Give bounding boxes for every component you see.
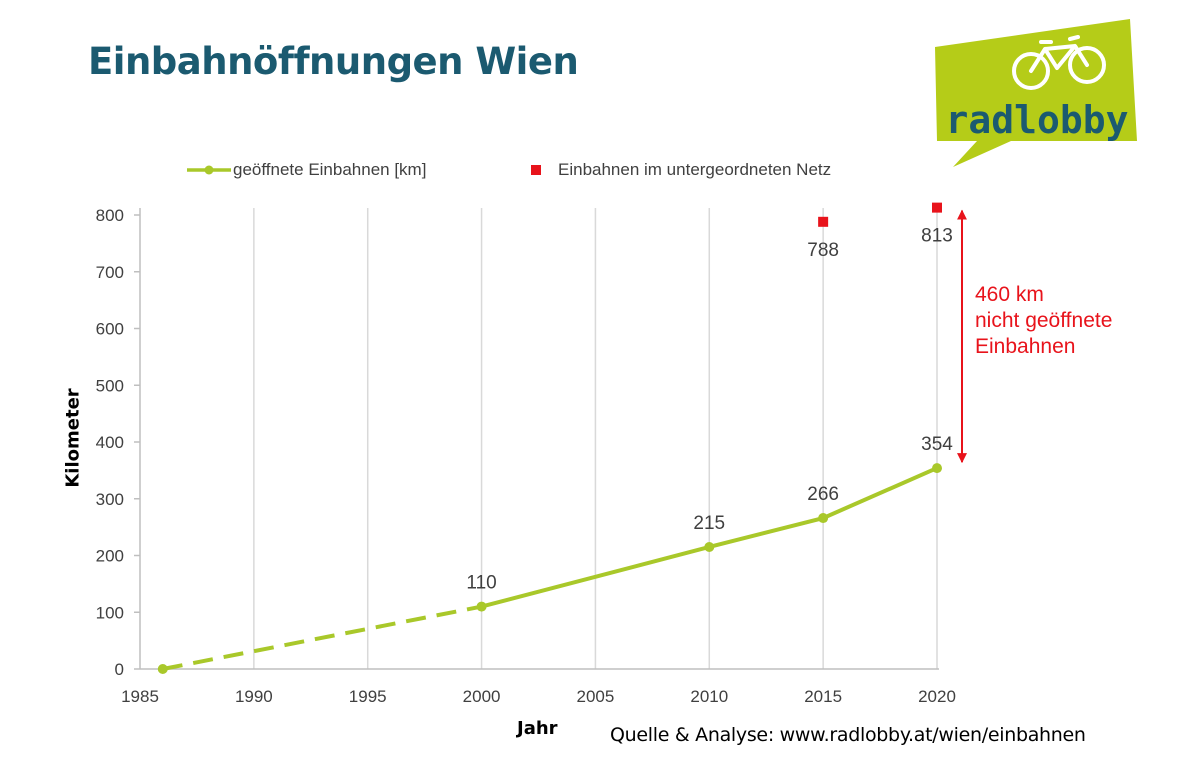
data-label: 110 [466,573,496,594]
gap-annotation-line: 460 km [975,283,1044,306]
axes [134,208,939,670]
x-tick-label: 1985 [121,687,159,706]
data-series [157,202,942,674]
legend-line-swatch [187,165,231,175]
x-tick-label: 2015 [804,687,842,706]
series-line-opened [481,466,938,609]
x-tick-label: 1990 [235,687,273,706]
legend-label-subnet: Einbahnen im untergeordneten Netz [558,160,832,179]
y-tick-label: 400 [96,433,124,452]
data-label: 266 [807,484,839,505]
y-tick-label: 100 [96,603,124,622]
x-tick-label: 2005 [577,687,615,706]
y-tick-label: 300 [96,490,124,509]
logo-text: radlobby [945,98,1128,142]
data-point [932,463,942,474]
grid-lines [253,208,938,669]
data-point [818,513,829,524]
logo-speech-bubble [935,19,1137,167]
x-tick-label: 2000 [463,687,501,706]
x-tick-label: 2010 [690,687,728,706]
y-tick-label: 700 [96,263,124,282]
y-tick-label: 600 [96,320,124,339]
data-point [476,601,487,612]
series-line-dashed [162,604,482,671]
x-tick-label: 2020 [918,687,956,706]
gap-annotation-line: Einbahnen [975,335,1076,358]
x-tick-label: 1995 [349,687,387,706]
marker-square [932,202,942,213]
data-label: 215 [693,513,725,534]
page-title: Einbahnöffnungen Wien [88,40,579,83]
data-point [704,541,715,552]
y-axis-title: Kilometer [62,388,84,488]
marker-label: 813 [921,226,953,247]
data-label: 354 [921,434,953,455]
marker-label: 788 [807,240,839,261]
legend-label-opened: geöffnete Einbahnen [km] [233,160,427,179]
legend-entry-opened: geöffnete Einbahnen [km] [185,160,426,180]
gap-annotation-line: nicht geöffnete [975,309,1113,332]
y-tick-label: 0 [115,660,124,679]
y-tick-label: 800 [96,206,124,225]
marker-square [818,216,829,227]
radlobby-logo: radlobby [935,19,1137,167]
x-axis-title: Jahr [517,718,558,739]
gap-annotation: 460 km nicht geöffnete Einbahnen [975,282,1175,360]
legend-square-swatch [531,165,541,175]
legend-entry-subnet: Einbahnen im untergeordneten Netz [528,160,831,180]
y-tick-label: 500 [96,376,124,395]
data-point [157,664,168,674]
y-tick-label: 200 [96,547,124,566]
data-labels: 110 215 266 354 788 813 [466,226,953,594]
tick-labels: 1985 1990 1995 2000 2005 2010 2015 2020 0 100 200 3… [96,206,956,706]
source-note: Quelle & Analyse: www.radlobby.at/wien/e… [610,724,1086,746]
bicycle-icon [1012,35,1106,90]
